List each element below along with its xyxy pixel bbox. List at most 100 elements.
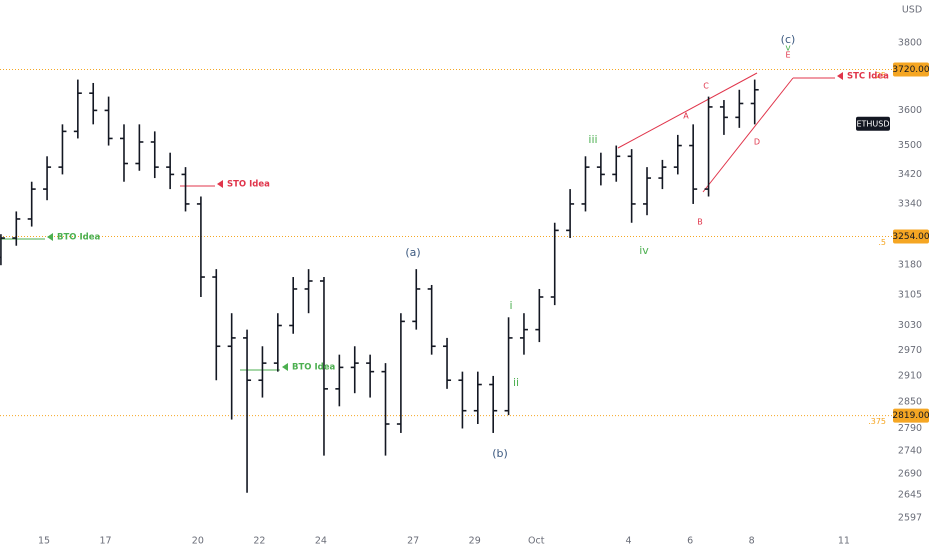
- idea-label: STC Idea: [847, 72, 889, 82]
- y-tick-label: 2690: [898, 469, 922, 480]
- price-tag-label: 3720.00: [892, 65, 929, 75]
- ohlc-bar: [27, 181, 36, 227]
- ohlc-bar: [12, 211, 21, 246]
- ohlc-bar: [319, 277, 328, 456]
- fib-label: .375: [868, 417, 886, 426]
- y-tick-label: 3500: [898, 140, 922, 151]
- price-tag: [893, 229, 929, 244]
- ohlc-bar: [289, 277, 298, 334]
- ohlc-bar: [689, 124, 698, 204]
- ohlc-bar: [166, 152, 175, 190]
- wave-label: (a): [405, 246, 420, 259]
- ohlc-bar: [704, 96, 713, 197]
- ohlc-bar: [196, 196, 205, 297]
- ohlc-bar: [150, 131, 159, 179]
- y-tick-label: 3600: [898, 105, 922, 116]
- price-tag-label: 2819.00: [892, 411, 929, 421]
- ohlc-bar: [89, 82, 98, 125]
- ohlc-bar: [566, 189, 575, 239]
- wave-label: B: [697, 218, 703, 227]
- ohlc-bar: [181, 167, 190, 212]
- ohlc-bar: [673, 134, 682, 175]
- idea-label: STO Idea: [227, 180, 270, 190]
- ohlc-bar: [489, 375, 498, 433]
- ohlc-bar: [627, 149, 636, 223]
- ohlc-bar: [135, 124, 144, 171]
- symbol-label: ETHUSD: [856, 119, 889, 128]
- idea-arrow: [217, 180, 223, 188]
- x-tick-label: 11: [838, 536, 850, 547]
- fib-label: .25: [873, 71, 886, 80]
- wave-label: E: [785, 51, 790, 60]
- ohlc-bar: [43, 156, 52, 201]
- wave-label: A: [683, 112, 689, 121]
- wave-label: ii: [513, 376, 519, 389]
- x-tick-label: 15: [38, 536, 50, 547]
- ohlc-bar: [258, 346, 267, 398]
- ohlc-bar: [396, 313, 405, 433]
- ohlc-bar: [335, 354, 344, 407]
- wave-label: iv: [639, 244, 649, 257]
- ohlc-bar: [458, 371, 467, 429]
- ohlc-bar: [550, 222, 559, 306]
- ohlc-bar: [735, 89, 744, 128]
- ohlc-bar: [643, 167, 652, 216]
- ohlc-bar: [504, 317, 513, 416]
- x-tick-label: 4: [626, 536, 632, 547]
- idea-arrow: [837, 72, 843, 80]
- y-tick-label: 2850: [898, 396, 922, 407]
- x-tick-label: 29: [469, 536, 481, 547]
- ohlc-bar: [519, 313, 528, 355]
- ohlc-bar: [119, 124, 128, 182]
- wedge-lower: [702, 77, 794, 193]
- ohlc-bar: [473, 371, 482, 425]
- x-tick-label: 6: [687, 536, 693, 547]
- ohlc-bar: [227, 313, 236, 420]
- wave-label: i: [509, 299, 512, 312]
- ohlc-bar: [612, 145, 621, 182]
- y-tick-label: 3105: [898, 289, 922, 300]
- ohlc-bar: [104, 96, 113, 146]
- wave-label: C: [703, 82, 709, 91]
- ohlc-bar: [658, 159, 667, 190]
- ohlc-bar: [381, 363, 390, 456]
- y-tick-label: 3030: [898, 320, 922, 331]
- wave-label: (b): [492, 447, 508, 460]
- ohlc-bar: [58, 124, 67, 175]
- price-tag: [893, 62, 929, 77]
- y-tick-label: 3340: [898, 198, 922, 209]
- ohlc-bar: [412, 269, 421, 330]
- y-tick-label: 2597: [898, 512, 922, 523]
- x-tick-label: 17: [99, 536, 111, 547]
- ohlc-bar: [581, 156, 590, 212]
- y-tick-label: 2645: [898, 490, 922, 501]
- ohlc-bar: [73, 79, 82, 139]
- wave-label: v: [785, 44, 791, 54]
- ohlc-bar: [366, 354, 375, 398]
- wedge-upper: [617, 72, 758, 149]
- idea-label: BTO Idea: [57, 233, 100, 243]
- x-tick-label: 27: [407, 536, 419, 547]
- idea-arrow: [282, 363, 288, 371]
- fib-label: .5: [878, 238, 886, 247]
- ohlc-bar: [350, 346, 359, 394]
- ohlc-bar: [304, 269, 313, 314]
- y-tick-label: 2790: [898, 423, 922, 434]
- price-tag-label: 3254.00: [892, 232, 929, 242]
- x-tick-label: 8: [749, 536, 755, 547]
- ohlc-bar: [596, 152, 605, 186]
- ohlc-bar: [750, 79, 759, 125]
- idea-arrow: [47, 233, 53, 241]
- currency: USD: [902, 5, 922, 16]
- price-tag: [893, 408, 929, 423]
- y-tick-label: 3180: [898, 260, 922, 271]
- x-tick-label: 20: [192, 536, 204, 547]
- ohlc-bar: [243, 329, 252, 493]
- x-tick-label: Oct: [528, 536, 545, 547]
- x-tick-label: 24: [315, 536, 327, 547]
- y-tick-label: 2910: [898, 370, 922, 381]
- y-tick-label: 3800: [898, 37, 922, 48]
- y-tick-label: 3420: [898, 169, 922, 180]
- ohlc-bar: [443, 337, 452, 389]
